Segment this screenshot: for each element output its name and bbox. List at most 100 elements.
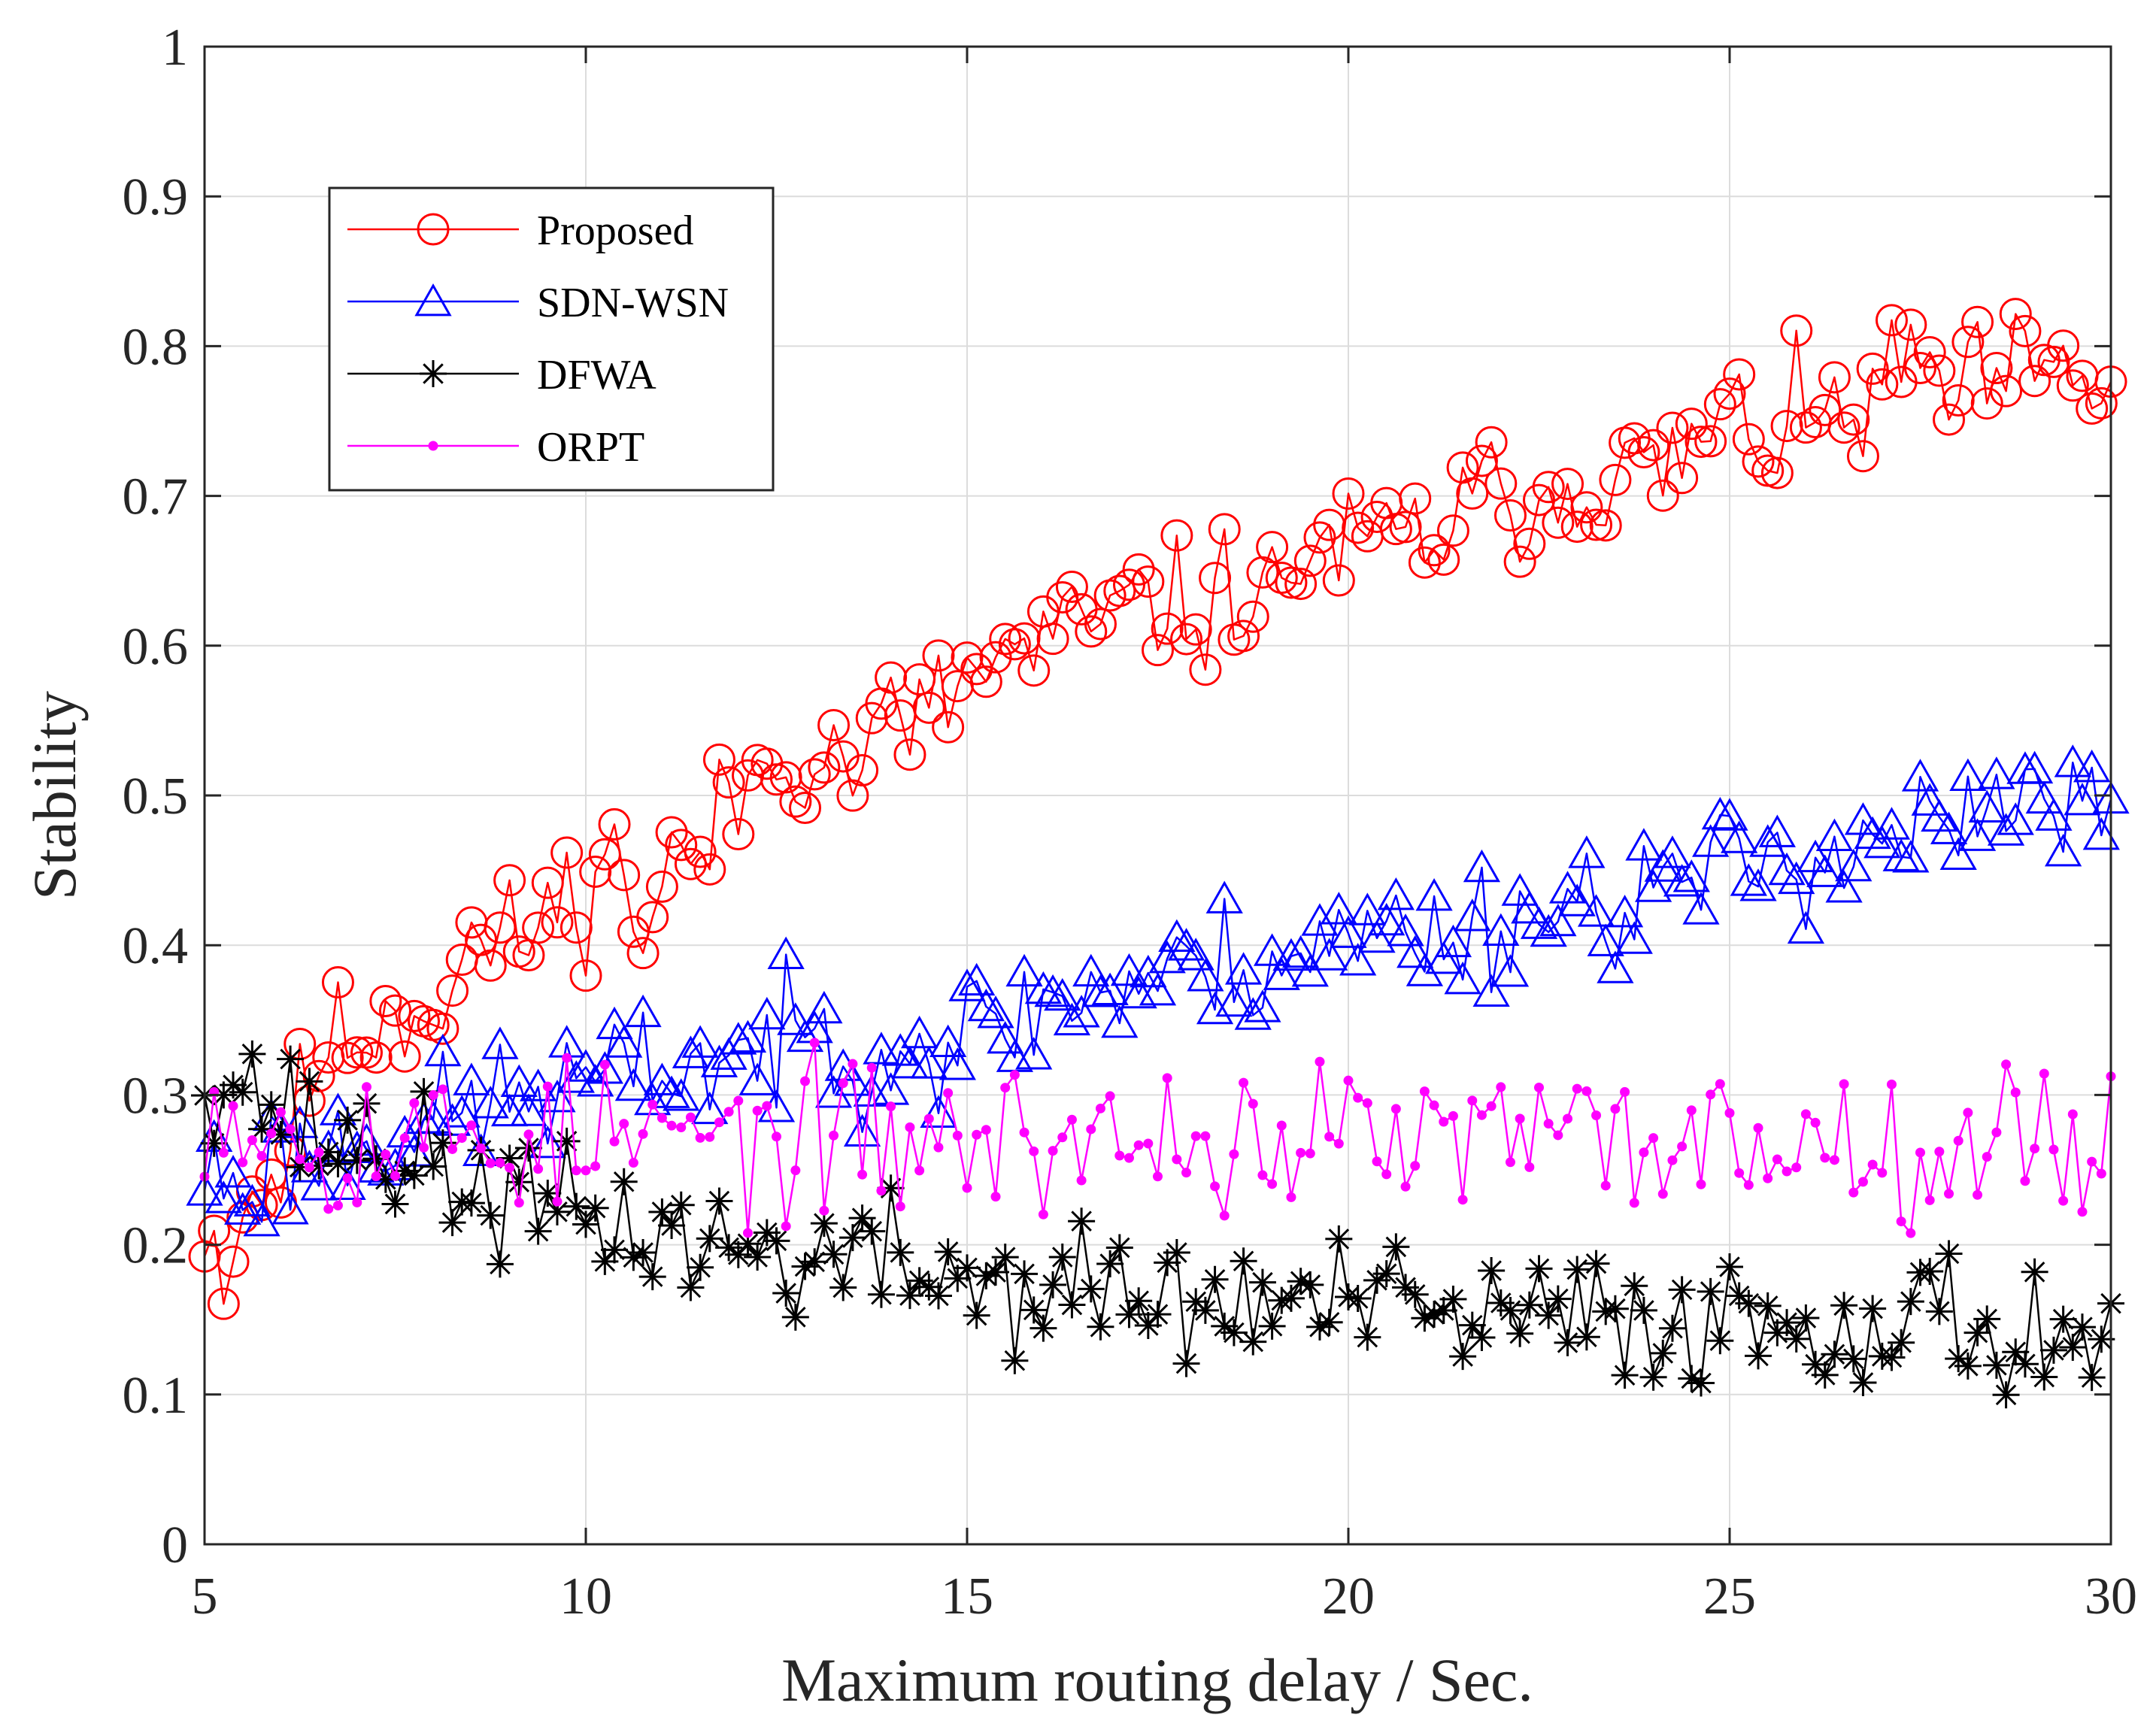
dfwa-marker bbox=[1239, 1328, 1267, 1356]
proposed-marker bbox=[598, 807, 631, 841]
orpt-marker bbox=[1706, 1089, 1716, 1100]
proposed-marker bbox=[1970, 387, 2003, 420]
sdn-wsn-marker bbox=[1444, 961, 1481, 995]
sdn-wsn-marker bbox=[1949, 758, 1987, 792]
dfwa-marker bbox=[1421, 1300, 1448, 1328]
dfwa-marker bbox=[1077, 1275, 1105, 1303]
sdn-wsn-marker bbox=[529, 1125, 566, 1159]
dfwa-marker bbox=[277, 1045, 305, 1073]
proposed-marker bbox=[1236, 600, 1269, 633]
sdn-wsn-marker bbox=[1330, 915, 1367, 948]
orpt-marker bbox=[581, 1165, 591, 1176]
sdn-wsn-marker bbox=[1901, 759, 1939, 792]
proposed-marker bbox=[1475, 426, 1508, 459]
series-proposed bbox=[188, 298, 2127, 1320]
dfwa-marker bbox=[324, 1150, 352, 1178]
dfwa-marker bbox=[1745, 1342, 1772, 1370]
sdn-wsn-marker bbox=[1491, 954, 1530, 987]
orpt-marker bbox=[428, 441, 438, 451]
orpt-marker bbox=[1410, 1161, 1421, 1171]
sdn-wsn-marker bbox=[987, 1020, 1024, 1054]
sdn-wsn-marker bbox=[967, 988, 1005, 1022]
sdn-wsn-marker bbox=[1968, 789, 2006, 823]
dfwa-marker bbox=[1601, 1295, 1629, 1322]
y-tick-label: 0.4 bbox=[123, 917, 189, 975]
dfwa-marker bbox=[1725, 1282, 1753, 1310]
orpt-marker bbox=[266, 1129, 277, 1139]
sdn-wsn-marker bbox=[414, 283, 452, 317]
sdn-wsn-marker bbox=[1005, 953, 1043, 987]
orpt-marker bbox=[914, 1165, 925, 1176]
orpt-marker bbox=[1963, 1107, 1973, 1118]
sdn-wsn-marker bbox=[1015, 1037, 1053, 1070]
dfwa-marker bbox=[944, 1265, 972, 1292]
sdn-wsn-marker bbox=[1787, 910, 1825, 944]
sdn-wsn-marker bbox=[1215, 983, 1253, 1017]
orpt-marker bbox=[1153, 1171, 1163, 1182]
dfwa-marker bbox=[696, 1225, 723, 1253]
dfwa-marker bbox=[1945, 1345, 1973, 1373]
orpt-marker bbox=[790, 1165, 801, 1176]
proposed-marker bbox=[1151, 612, 1184, 645]
proposed-marker bbox=[1923, 354, 1956, 387]
dfwa-marker bbox=[1982, 1351, 2010, 1379]
sdn-wsn-marker bbox=[1739, 868, 1777, 901]
proposed-marker bbox=[1055, 570, 1088, 603]
dfwa-marker bbox=[1344, 1285, 1372, 1313]
sdn-wsn-marker bbox=[1682, 892, 1720, 925]
orpt-marker bbox=[647, 1099, 658, 1110]
proposed-marker bbox=[1303, 521, 1336, 554]
sdn-wsn-marker bbox=[443, 1095, 481, 1128]
sdn-wsn-marker bbox=[596, 1006, 633, 1040]
orpt-marker bbox=[848, 1059, 858, 1069]
sdn-wsn-marker bbox=[1711, 798, 1748, 831]
sdn-wsn-marker bbox=[2035, 798, 2073, 831]
orpt-marker bbox=[419, 1142, 429, 1153]
orpt-marker bbox=[981, 1125, 991, 1135]
proposed-marker bbox=[636, 901, 669, 934]
dfwa-marker bbox=[1735, 1289, 1763, 1317]
y-axis-title: Stability bbox=[20, 691, 89, 900]
sdn-wsn-marker bbox=[2025, 780, 2063, 814]
orpt-marker bbox=[1296, 1147, 1306, 1158]
proposed-marker bbox=[702, 743, 735, 776]
dfwa-marker bbox=[353, 1089, 381, 1117]
dfwa-marker bbox=[1048, 1244, 1076, 1271]
dfwa-marker bbox=[1001, 1347, 1029, 1374]
sdn-wsn-marker bbox=[1501, 873, 1539, 906]
orpt-marker bbox=[1476, 1110, 1487, 1120]
sdn-wsn-marker bbox=[1110, 953, 1148, 986]
proposed-marker bbox=[998, 628, 1031, 661]
orpt-marker bbox=[1439, 1116, 1449, 1127]
sdn-wsn-marker bbox=[1387, 913, 1424, 947]
proposed-marker bbox=[1036, 623, 1069, 656]
orpt-marker bbox=[1934, 1147, 1945, 1157]
sdn-wsn-marker bbox=[1044, 977, 1081, 1011]
dfwa-marker bbox=[438, 1209, 466, 1237]
proposed-marker bbox=[912, 691, 945, 724]
dfwa-marker bbox=[1563, 1256, 1591, 1283]
orpt-marker bbox=[1229, 1149, 1239, 1159]
orpt-marker bbox=[304, 1162, 314, 1173]
dfwa-marker bbox=[1849, 1368, 1877, 1396]
orpt-marker bbox=[2010, 1087, 2021, 1098]
proposed-marker bbox=[1493, 499, 1527, 532]
proposed-marker bbox=[969, 665, 1002, 698]
dfwa-marker bbox=[1392, 1274, 1420, 1301]
sdn-wsn-marker bbox=[1291, 953, 1329, 987]
proposed-marker bbox=[1913, 335, 1946, 368]
dfwa-marker bbox=[1068, 1207, 1096, 1235]
dfwa-marker bbox=[887, 1238, 914, 1266]
dfwa-marker bbox=[1572, 1323, 1600, 1351]
dfwa-marker bbox=[1125, 1287, 1153, 1315]
orpt-marker bbox=[1620, 1086, 1630, 1097]
orpt-marker bbox=[1305, 1148, 1315, 1159]
sdn-wsn-marker bbox=[2073, 749, 2111, 783]
sdn-wsn-marker bbox=[1797, 839, 1834, 873]
proposed-marker bbox=[493, 864, 526, 897]
orpt-marker bbox=[1915, 1147, 1925, 1158]
dfwa-marker bbox=[1325, 1225, 1353, 1253]
sdn-wsn-marker bbox=[472, 1086, 509, 1119]
orpt-marker bbox=[390, 1171, 400, 1181]
dfwa-marker bbox=[1287, 1268, 1315, 1295]
